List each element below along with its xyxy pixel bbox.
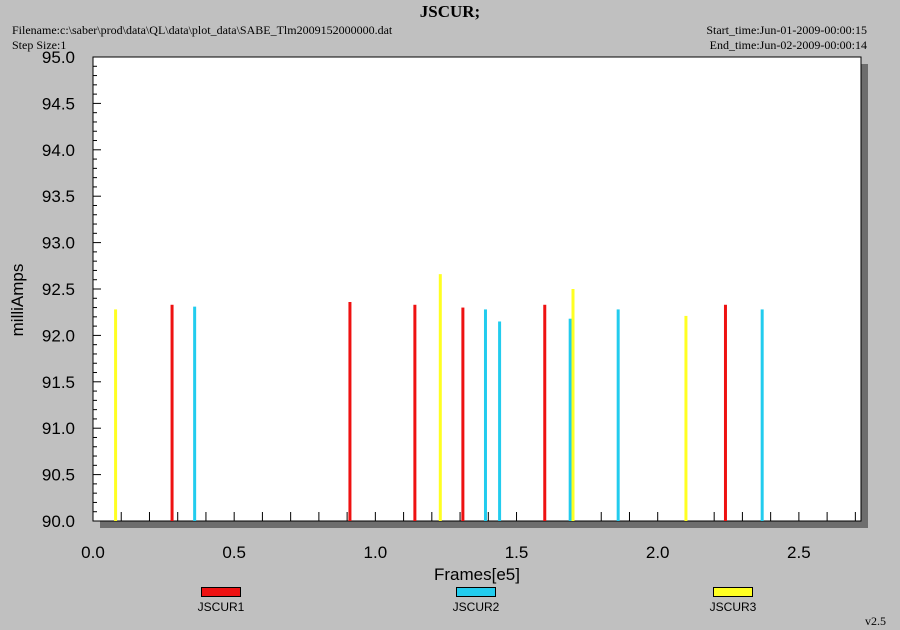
y-tick-label: 91.0 [42, 419, 75, 438]
legend-swatch-jscur3 [713, 587, 753, 597]
bar-jscur1 [348, 301, 352, 521]
step-size-label: Step Size:1 [12, 38, 67, 52]
y-tick-label: 95.0 [42, 48, 75, 67]
filename-label: Filename:c:\saber\prod\data\QL\data\plot… [12, 23, 393, 37]
y-axis-label: milliAmps [8, 264, 27, 337]
bar-jscur2 [568, 318, 572, 521]
bar-jscur1 [723, 304, 727, 521]
y-tick-label: 94.5 [42, 94, 75, 113]
legend-label-jscur1: JSCUR1 [197, 600, 245, 614]
chart-title: JSCUR; [419, 2, 481, 21]
bar-jscur2 [483, 309, 487, 521]
legend-label-jscur3: JSCUR3 [709, 600, 757, 614]
y-tick-label: 90.5 [42, 466, 75, 485]
plot-area [92, 56, 862, 522]
x-axis-label: Frames[e5] [434, 565, 520, 584]
x-tick-label: 2.0 [646, 543, 670, 562]
legend-item-jscur2: JSCUR2 [436, 587, 516, 614]
y-tick-label: 92.5 [42, 280, 75, 299]
y-tick-label: 93.5 [42, 187, 75, 206]
legend-swatch-jscur1 [201, 587, 241, 597]
y-tick-label: 90.0 [42, 512, 75, 531]
legend-item-jscur1: JSCUR1 [181, 587, 261, 614]
bar-jscur2 [616, 309, 620, 521]
y-tick-label: 94.0 [42, 141, 75, 160]
y-tick-label: 92.0 [42, 326, 75, 345]
x-tick-label: 1.5 [505, 543, 529, 562]
legend-item-jscur3: JSCUR3 [693, 587, 773, 614]
x-tick-label: 1.0 [364, 543, 388, 562]
bar-jscur3 [114, 309, 118, 521]
bar-jscur2 [498, 321, 502, 521]
bar-jscur2 [193, 306, 197, 521]
legend-label-jscur2: JSCUR2 [452, 600, 500, 614]
x-tick-label: 0.0 [81, 543, 105, 562]
bar-jscur3 [438, 274, 442, 521]
bar-jscur3 [571, 289, 575, 521]
x-tick-label: 0.5 [222, 543, 246, 562]
bar-jscur3 [684, 315, 688, 521]
end-time-label: End_time:Jun-02-2009-00:00:14 [709, 38, 867, 52]
bar-jscur2 [760, 309, 764, 521]
bar-jscur1 [461, 307, 465, 521]
y-tick-label: 93.0 [42, 234, 75, 253]
y-tick-label: 91.5 [42, 373, 75, 392]
x-tick-label: 2.5 [787, 543, 811, 562]
bar-jscur1 [170, 304, 174, 521]
legend-swatch-jscur2 [456, 587, 496, 597]
bar-jscur1 [543, 304, 547, 521]
version-label: v2.5 [865, 614, 886, 628]
start-time-label: Start_time:Jun-01-2009-00:00:15 [706, 23, 867, 37]
bar-jscur1 [413, 304, 417, 521]
